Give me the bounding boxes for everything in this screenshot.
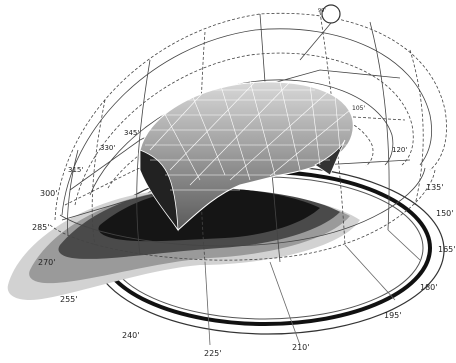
bearing-label-285: 285' [32, 223, 49, 232]
bearing-label-315: 315' [68, 166, 83, 174]
bearing-labels: 90' 105' 120' 135' 150' 165' 180' 195' 2… [32, 8, 455, 358]
bearing-label-120: 120' [392, 146, 407, 154]
bearing-label-270: 270' [38, 258, 55, 267]
bearing-label-195: 195' [384, 311, 401, 320]
building-mesh [138, 80, 354, 232]
bearing-label-165: 165' [438, 245, 455, 254]
bearing-label-300: 300' [40, 189, 57, 198]
bearing-label-105: 105' [352, 105, 365, 112]
bearing-label-135: 135' [426, 183, 443, 192]
bearing-label-225: 225' [204, 349, 221, 358]
bearing-label-240: 240' [122, 331, 139, 340]
bearing-label-345: 345' [124, 129, 139, 137]
bearing-label-210: 210' [292, 343, 309, 352]
bearing-label-255: 255' [60, 295, 77, 304]
bearing-label-180: 180' [420, 283, 437, 292]
bearing-label-90: 90' [318, 8, 326, 14]
bearing-label-150: 150' [436, 209, 453, 218]
bearing-label-330: 330' [100, 144, 115, 152]
